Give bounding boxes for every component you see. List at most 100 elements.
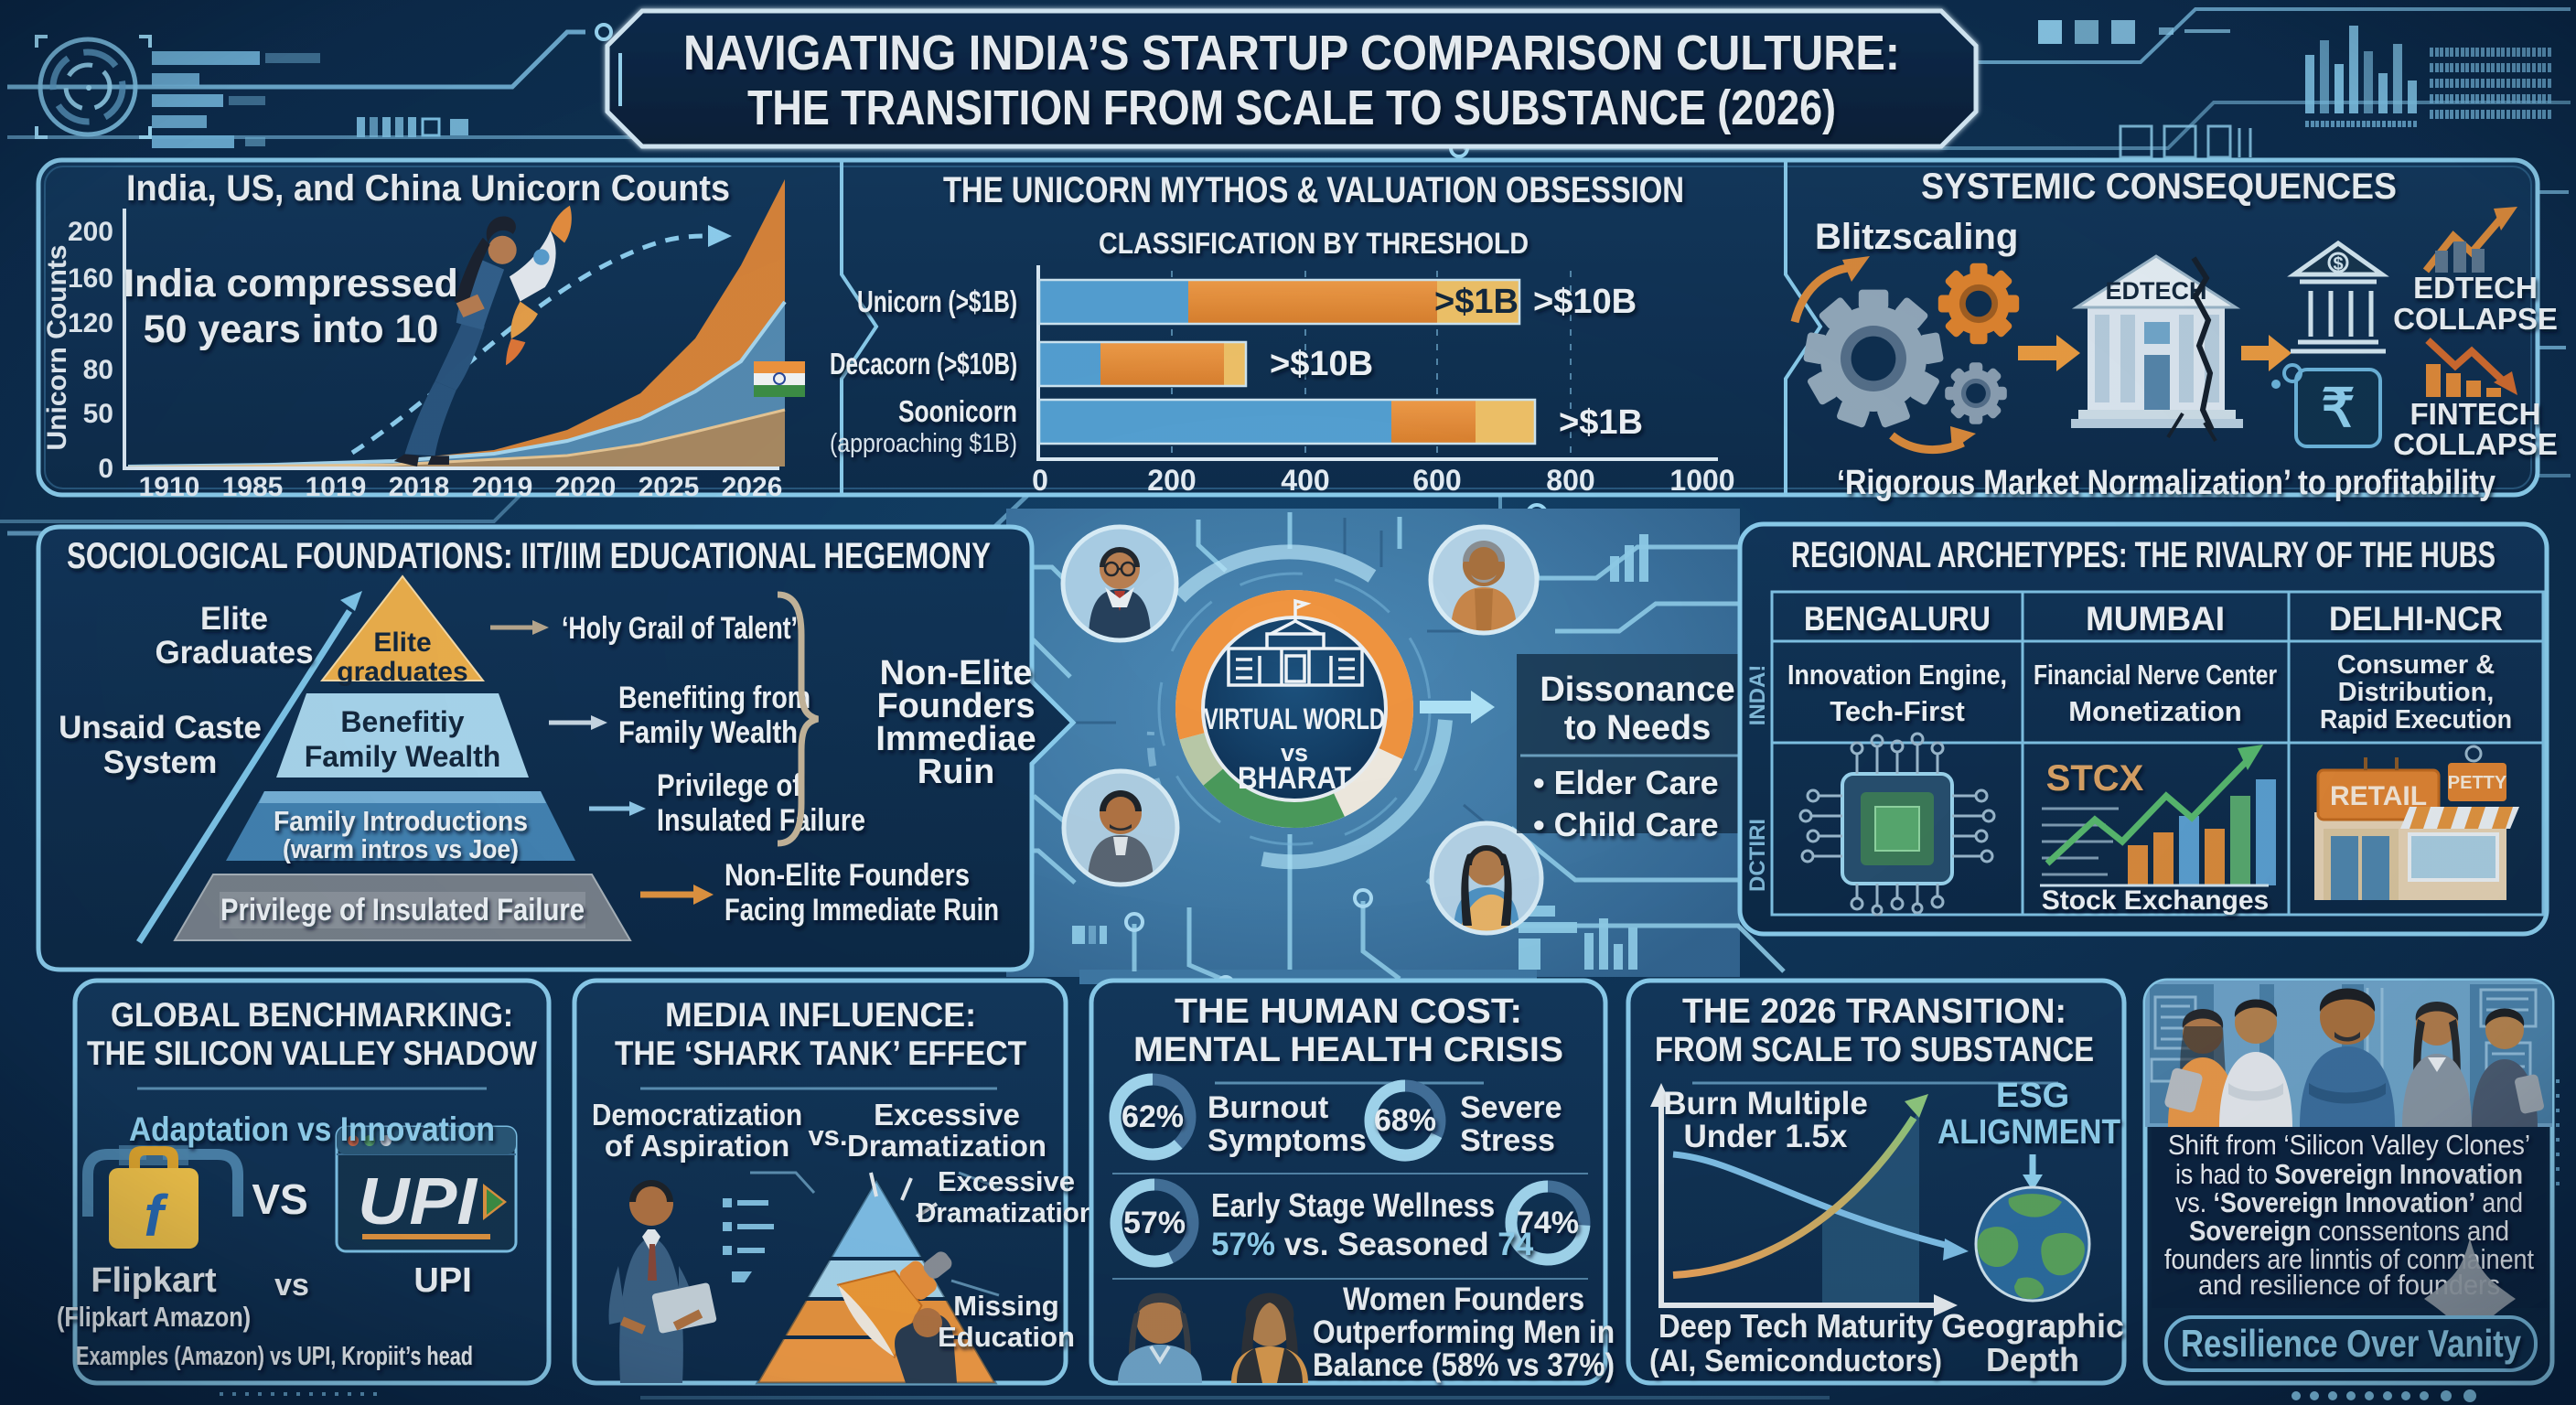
svg-text:THE ‘SHARK TANK’ EFFECT: THE ‘SHARK TANK’ EFFECT (615, 1035, 1026, 1072)
svg-text:Examples (Amazon) vs UPI, Krop: Examples (Amazon) vs UPI, Kropiit’s head (76, 1342, 473, 1371)
svg-text:Elite: Elite (200, 601, 268, 637)
svg-text:Family Introductions: Family Introductions (274, 805, 528, 837)
svg-text:Facing Immediate Ruin: Facing Immediate Ruin (724, 893, 999, 928)
svg-text:Non-Elite Founders: Non-Elite Founders (724, 858, 970, 893)
svg-text:THE TRANSITION FROM SCALE TO S: THE TRANSITION FROM SCALE TO SUBSTANCE (… (747, 80, 1836, 135)
svg-text:REGIONAL ARCHETYPES: THE RIVAL: REGIONAL ARCHETYPES: THE RIVALRY OF THE … (1791, 535, 2496, 575)
svg-text:Missing: Missing (953, 1290, 1058, 1322)
svg-text:Blitzscaling: Blitzscaling (1815, 217, 2018, 257)
svg-text:COLLAPSE: COLLAPSE (2393, 302, 2558, 336)
svg-text:ALIGNMENT: ALIGNMENT (1937, 1113, 2120, 1152)
svg-text:50 years into 10: 50 years into 10 (144, 307, 439, 351)
svg-text:ESG: ESG (1996, 1077, 2069, 1115)
svg-text:Dissonance: Dissonance (1540, 670, 1734, 709)
svg-text:Unicorn (>$1B): Unicorn (>$1B) (857, 284, 1017, 318)
svg-text:Burnout: Burnout (1208, 1090, 1328, 1125)
svg-text:Under 1.5x: Under 1.5x (1684, 1119, 1848, 1154)
svg-text:FROM SCALE TO SUBSTANCE: FROM SCALE TO SUBSTANCE (1655, 1031, 2094, 1069)
svg-text:India compressed: India compressed (123, 262, 458, 306)
svg-text:Dramatization: Dramatization (917, 1196, 1096, 1228)
svg-text:vs. ‘Sovereign Innovation’ and: vs. ‘Sovereign Innovation’ and (2175, 1186, 2523, 1218)
svg-text:Rapid Execution: Rapid Execution (2320, 705, 2512, 735)
svg-text:PETTY: PETTY (2448, 773, 2507, 793)
svg-text:CLASSIFICATION BY THRESHOLD: CLASSIFICATION BY THRESHOLD (1099, 227, 1529, 260)
svg-text:MEDIA INFLUENCE:: MEDIA INFLUENCE: (665, 996, 976, 1034)
svg-text:Graduates: Graduates (155, 635, 313, 670)
svg-text:THE HUMAN COST:: THE HUMAN COST: (1175, 992, 1522, 1031)
svg-text:Education: Education (938, 1321, 1075, 1353)
svg-text:(approaching $1B): (approaching $1B) (830, 429, 1017, 458)
svg-text:>$10B: >$10B (1533, 283, 1637, 321)
svg-text:EDTECH: EDTECH (2413, 271, 2538, 305)
svg-text:Soonicorn: Soonicorn (898, 394, 1017, 428)
svg-text:MENTAL HEALTH CRISIS: MENTAL HEALTH CRISIS (1133, 1031, 1563, 1069)
svg-text:DCTIRI: DCTIRI (1745, 819, 1770, 892)
svg-text:BHARAT: BHARAT (1238, 761, 1351, 796)
svg-text:Stock Exchanges: Stock Exchanges (2042, 885, 2269, 916)
svg-text:graduates: graduates (337, 657, 467, 687)
svg-text:2018: 2018 (389, 472, 450, 502)
svg-text:Excessive: Excessive (938, 1165, 1075, 1197)
svg-text:Excessive: Excessive (874, 1098, 1020, 1132)
svg-text:₹: ₹ (2322, 379, 2356, 438)
svg-text:120: 120 (68, 308, 113, 338)
svg-text:2025: 2025 (639, 472, 700, 502)
svg-text:Tech-First: Tech-First (1830, 695, 1965, 727)
svg-text:BENGALURU: BENGALURU (1804, 600, 1991, 638)
svg-text:800: 800 (1546, 464, 1594, 497)
svg-text:DELHI-NCR: DELHI-NCR (2329, 600, 2503, 638)
svg-text:Dramatization: Dramatization (847, 1129, 1046, 1163)
svg-text:Elite: Elite (373, 627, 431, 658)
svg-text:INDA!: INDA! (1745, 665, 1770, 726)
svg-text:Family Wealth: Family Wealth (618, 715, 798, 750)
svg-text:200: 200 (1147, 464, 1196, 497)
svg-text:Burn Multiple: Burn Multiple (1663, 1086, 1868, 1121)
svg-text:Innovation Engine,: Innovation Engine, (1787, 659, 2007, 691)
svg-text:of Aspiration: of Aspiration (605, 1129, 789, 1163)
svg-text:THE SILICON VALLEY SHADOW: THE SILICON VALLEY SHADOW (87, 1035, 537, 1072)
svg-text:NAVIGATING INDIA’S STARTUP COM: NAVIGATING INDIA’S STARTUP COMPARISON CU… (683, 26, 1900, 80)
svg-text:Geographic: Geographic (1941, 1307, 2124, 1345)
svg-text:Distribution,: Distribution, (2338, 678, 2495, 707)
svg-text:50: 50 (83, 399, 113, 429)
svg-text:Benefiting from: Benefiting from (618, 681, 810, 715)
svg-text:Democratization: Democratization (592, 1098, 802, 1132)
svg-text:FINTECH: FINTECH (2410, 397, 2541, 431)
svg-text:EDTECH: EDTECH (2105, 277, 2206, 305)
svg-text:Insulated Failure: Insulated Failure (657, 803, 865, 838)
svg-text:• Elder Care: • Elder Care (1533, 764, 1719, 801)
svg-text:Depth: Depth (1986, 1341, 2079, 1378)
svg-text:$: $ (2333, 254, 2343, 274)
svg-text:VS: VS (252, 1175, 307, 1223)
svg-text:• Child Care: • Child Care (1533, 806, 1719, 843)
svg-text:MUMBAI: MUMBAI (2086, 600, 2225, 638)
svg-text:57%: 57% (1123, 1206, 1186, 1240)
svg-text:GLOBAL BENCHMARKING:: GLOBAL BENCHMARKING: (111, 996, 513, 1034)
svg-text:Consumer &: Consumer & (2337, 650, 2495, 680)
svg-text:(Flipkart Amazon): (Flipkart Amazon) (57, 1301, 251, 1333)
svg-text:200: 200 (68, 217, 113, 247)
svg-text:Deep Tech Maturity: Deep Tech Maturity (1658, 1307, 1933, 1345)
svg-text:Women Founders: Women Founders (1343, 1282, 1584, 1317)
svg-text:1985: 1985 (222, 472, 284, 502)
svg-text:‘Rigorous Market Normalization: ‘Rigorous Market Normalization’ to profi… (1837, 464, 2496, 502)
svg-text:160: 160 (68, 263, 113, 294)
svg-text:Decacorn (>$10B): Decacorn (>$10B) (830, 347, 1017, 381)
svg-text:Severe: Severe (1460, 1090, 1562, 1125)
svg-text:System: System (103, 745, 218, 780)
svg-text:vs: vs (274, 1268, 309, 1303)
svg-text:is had to Sovereign Innovation: is had to Sovereign Innovation (2175, 1158, 2523, 1190)
svg-text:Unsaid Caste: Unsaid Caste (59, 710, 262, 745)
svg-text:(AI, Semiconductors): (AI, Semiconductors) (1649, 1344, 1942, 1378)
svg-text:India, US, and China Unicorn C: India, US, and China Unicorn Counts (126, 168, 730, 209)
svg-text:0: 0 (1032, 464, 1048, 497)
svg-text:600: 600 (1412, 464, 1461, 497)
svg-text:to Needs: to Needs (1564, 709, 1711, 747)
svg-text:UPI: UPI (413, 1261, 471, 1300)
svg-text:1000: 1000 (1669, 464, 1734, 497)
svg-text:1910: 1910 (139, 472, 200, 502)
svg-text:Resilience Over Vanity: Resilience Over Vanity (2181, 1322, 2522, 1365)
svg-text:Family Wealth: Family Wealth (305, 740, 501, 773)
svg-text:Financial Nerve Center: Financial Nerve Center (2034, 659, 2277, 691)
svg-text:62%: 62% (1122, 1099, 1184, 1134)
